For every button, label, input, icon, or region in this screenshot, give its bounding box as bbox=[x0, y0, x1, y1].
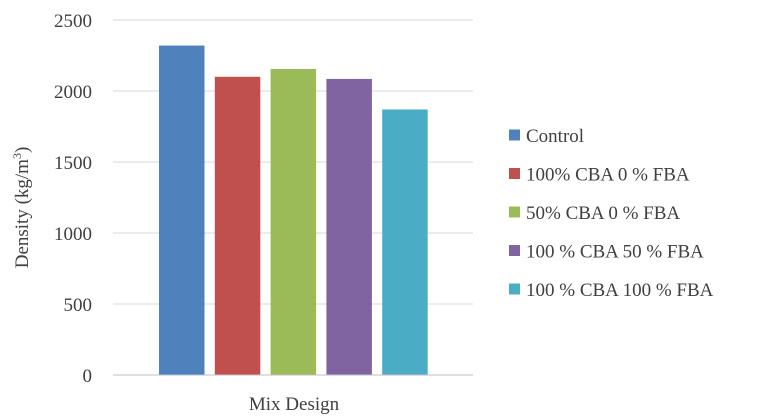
legend-label: 100 % CBA 50 % FBA bbox=[526, 242, 704, 263]
y-tick-label: 2000 bbox=[54, 82, 92, 103]
legend-swatch bbox=[509, 206, 520, 218]
legend-label: Control bbox=[526, 126, 584, 147]
y-tick-label: 1500 bbox=[54, 153, 92, 174]
bars bbox=[159, 45, 428, 376]
legend-label: 50% CBA 0 % FBA bbox=[526, 203, 680, 224]
y-tick-label: 1000 bbox=[54, 224, 92, 245]
y-axis-title-close: ) bbox=[12, 147, 33, 153]
bar-100-cba-50-fba bbox=[326, 78, 372, 376]
legend-swatch bbox=[509, 168, 520, 179]
legend-label: 100% CBA 0 % FBA bbox=[526, 165, 690, 186]
y-tick-label: 0 bbox=[83, 366, 93, 387]
legend-swatch bbox=[509, 283, 520, 295]
bar-100-cba-0-fba bbox=[214, 76, 261, 376]
y-axis-title: Density (kg/m3) bbox=[10, 147, 33, 269]
legend-swatch bbox=[509, 129, 520, 141]
legend-label: 100 % CBA 100 % FBA bbox=[526, 280, 714, 301]
y-tick-label: 500 bbox=[64, 295, 93, 316]
legend: Control 100% CBA 0 % FBA 50% CBA 0 % FBA 10… bbox=[509, 126, 714, 301]
legend-swatch bbox=[509, 245, 520, 256]
bar-50-cba-0-fba bbox=[270, 68, 317, 376]
bar-control bbox=[159, 45, 205, 376]
y-tick-labels: 0 500 1000 1500 2000 2500 bbox=[54, 11, 92, 387]
y-tick-label: 2500 bbox=[54, 11, 92, 32]
y-axis-title-main: Density (kg/m bbox=[12, 159, 33, 268]
x-axis-title: Mix Design bbox=[249, 394, 340, 415]
y-axis-title-superscript: 3 bbox=[10, 153, 24, 159]
bar-100-cba-100-fba bbox=[382, 109, 428, 376]
